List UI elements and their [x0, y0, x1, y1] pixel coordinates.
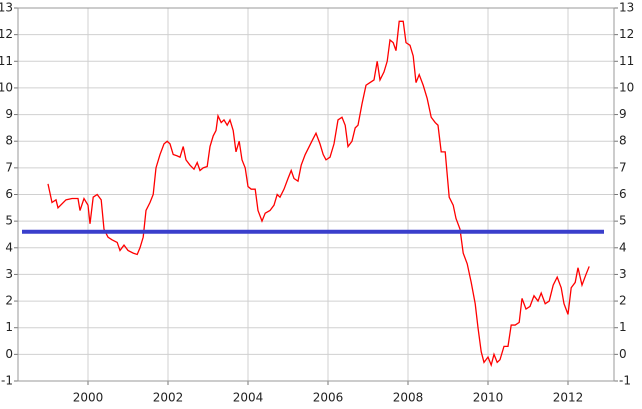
x-tick-label: 2004	[233, 391, 264, 405]
y-tick-label: 11	[0, 54, 13, 68]
y-tick-label: -1	[1, 374, 13, 388]
x-tick-label: 2006	[313, 391, 344, 405]
y2-tick-label: 9	[619, 107, 627, 121]
data-line	[47, 20, 590, 368]
y2-tick-label: 0	[619, 347, 627, 361]
y-tick-label: 9	[5, 107, 13, 121]
y-tick-label: 12	[0, 27, 13, 41]
y2-tick-label: 10	[619, 80, 634, 94]
x-tick-label: 2008	[393, 391, 424, 405]
x-tick-label: 2000	[73, 391, 104, 405]
y2-tick-label: 6	[619, 187, 627, 201]
y2-tick-label: 11	[619, 54, 634, 68]
y2-tick-label: -1	[619, 374, 631, 388]
y-tick-label: 5	[5, 214, 13, 228]
y2-tick-label: 8	[619, 134, 627, 148]
y2-tick-label: 4	[619, 240, 627, 254]
x-tick-label: 2010	[473, 391, 504, 405]
y-tick-label: 13	[0, 1, 13, 15]
y2-tick-label: 1	[619, 320, 627, 334]
y2-tick-label: 13	[619, 1, 634, 15]
y2-tick-label: 2	[619, 294, 627, 308]
y-tick-label: 2	[5, 294, 13, 308]
y-tick-label: 10	[0, 80, 13, 94]
x-tick-label: 2002	[153, 391, 184, 405]
y2-tick-label: 7	[619, 160, 627, 174]
x-tick-label: 2012	[553, 391, 584, 405]
y2-tick-label: 5	[619, 214, 627, 228]
y2-tick-label: 3	[619, 267, 627, 281]
y-tick-label: 3	[5, 267, 13, 281]
y-tick-label: 6	[5, 187, 13, 201]
y-tick-label: 1	[5, 320, 13, 334]
y-tick-label: 0	[5, 347, 13, 361]
y-tick-label: 8	[5, 134, 13, 148]
y2-tick-label: 12	[619, 27, 634, 41]
y-tick-label: 7	[5, 160, 13, 174]
plot-border	[17, 7, 615, 382]
y-tick-label: 4	[5, 240, 13, 254]
